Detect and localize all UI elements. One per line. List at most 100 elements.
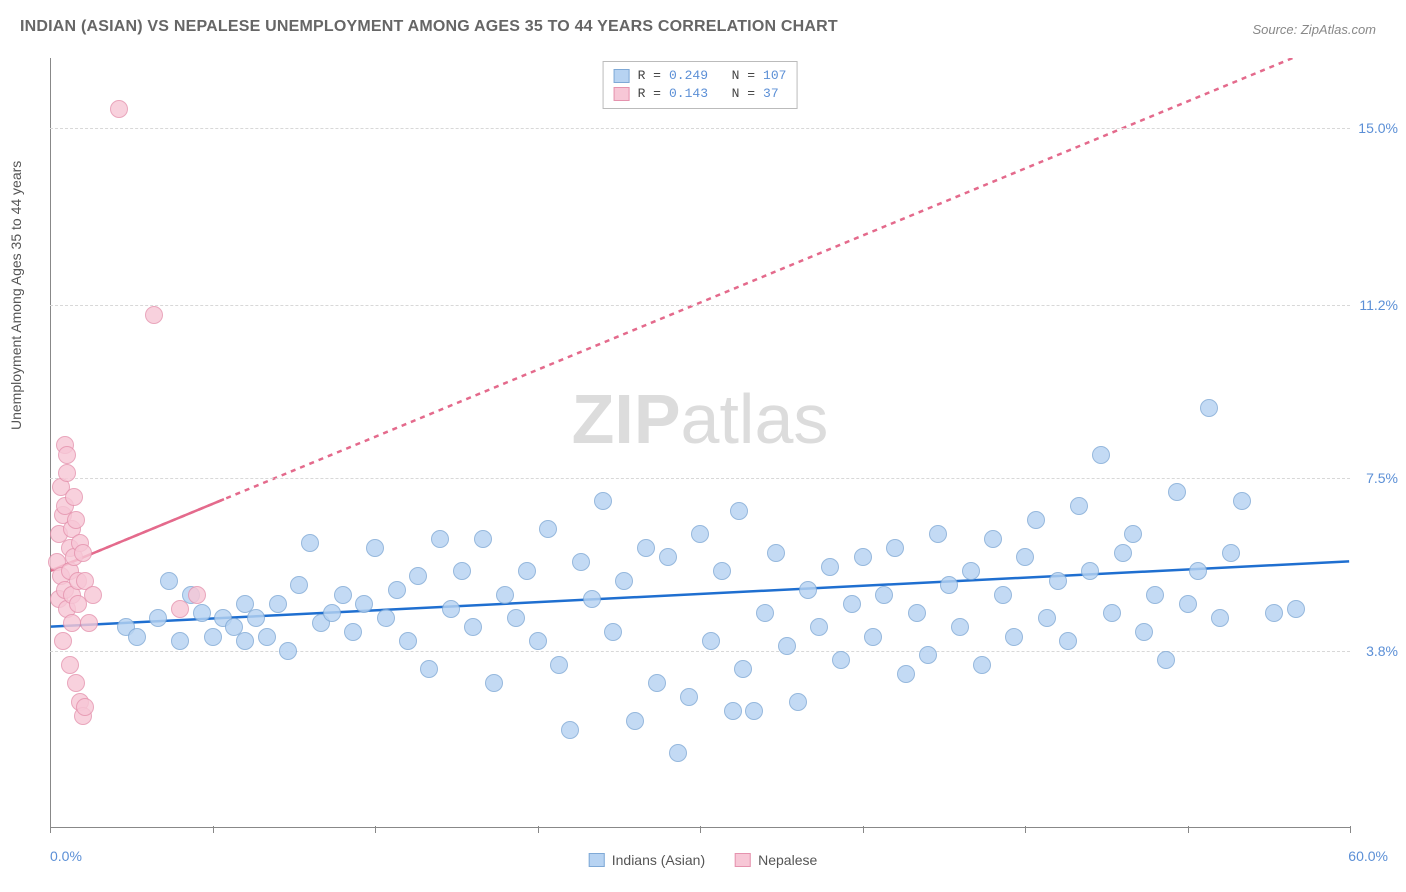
data-point [76, 698, 94, 716]
data-point [388, 581, 406, 599]
data-point [886, 539, 904, 557]
data-point [734, 660, 752, 678]
data-point [247, 609, 265, 627]
x-tick [213, 826, 214, 833]
legend-n-value: 107 [763, 67, 786, 85]
data-point [485, 674, 503, 692]
data-point [258, 628, 276, 646]
data-point [518, 562, 536, 580]
x-tick [1025, 826, 1026, 833]
data-point [67, 511, 85, 529]
data-point [1114, 544, 1132, 562]
data-point [409, 567, 427, 585]
data-point [1189, 562, 1207, 580]
legend-swatch [735, 853, 751, 867]
data-point [691, 525, 709, 543]
data-point [919, 646, 937, 664]
data-point [1005, 628, 1023, 646]
gridline [50, 478, 1350, 479]
y-tick-label: 3.8% [1366, 643, 1398, 659]
data-point [1135, 623, 1153, 641]
trendline [51, 58, 1349, 571]
data-point [420, 660, 438, 678]
data-point [962, 562, 980, 580]
series-legend-item: Indians (Asian) [589, 852, 705, 868]
data-point [799, 581, 817, 599]
data-point [1168, 483, 1186, 501]
data-point [1027, 511, 1045, 529]
data-point [843, 595, 861, 613]
data-point [84, 586, 102, 604]
data-point [366, 539, 384, 557]
data-point [110, 100, 128, 118]
data-point [58, 464, 76, 482]
legend-n-label: N = [716, 85, 755, 103]
legend-r-label: R = [638, 67, 661, 85]
data-point [279, 642, 297, 660]
data-point [951, 618, 969, 636]
data-point [269, 595, 287, 613]
data-point [67, 674, 85, 692]
data-point [236, 632, 254, 650]
legend-r-value: 0.249 [669, 67, 708, 85]
data-point [973, 656, 991, 674]
gridline [50, 651, 1350, 652]
data-point [377, 609, 395, 627]
data-point [74, 544, 92, 562]
data-point [171, 600, 189, 618]
data-point [940, 576, 958, 594]
data-point [539, 520, 557, 538]
data-point [821, 558, 839, 576]
data-point [431, 530, 449, 548]
data-point [1038, 609, 1056, 627]
data-point [1146, 586, 1164, 604]
legend-swatch [589, 853, 605, 867]
data-point [1016, 548, 1034, 566]
data-point [637, 539, 655, 557]
data-point [875, 586, 893, 604]
data-point [54, 632, 72, 650]
data-point [778, 637, 796, 655]
data-point [128, 628, 146, 646]
data-point [897, 665, 915, 683]
x-axis-max-label: 60.0% [1348, 848, 1388, 864]
data-point [713, 562, 731, 580]
data-point [61, 656, 79, 674]
data-point [149, 609, 167, 627]
legend-r-value: 0.143 [669, 85, 708, 103]
data-point [594, 492, 612, 510]
data-point [680, 688, 698, 706]
data-point [496, 586, 514, 604]
data-point [745, 702, 763, 720]
data-point [507, 609, 525, 627]
y-tick-label: 15.0% [1358, 120, 1398, 136]
data-point [1265, 604, 1283, 622]
x-tick [863, 826, 864, 833]
data-point [756, 604, 774, 622]
x-axis-min-label: 0.0% [50, 848, 82, 864]
data-point [1157, 651, 1175, 669]
data-point [1059, 632, 1077, 650]
chart-container: INDIAN (ASIAN) VS NEPALESE UNEMPLOYMENT … [0, 0, 1406, 892]
data-point [1222, 544, 1240, 562]
data-point [984, 530, 1002, 548]
data-point [58, 446, 76, 464]
data-point [80, 614, 98, 632]
data-point [648, 674, 666, 692]
legend-n-label: N = [716, 67, 755, 85]
data-point [1179, 595, 1197, 613]
data-point [572, 553, 590, 571]
data-point [659, 548, 677, 566]
data-point [1070, 497, 1088, 515]
x-tick [1188, 826, 1189, 833]
data-point [908, 604, 926, 622]
data-point [864, 628, 882, 646]
data-point [334, 586, 352, 604]
chart-title: INDIAN (ASIAN) VS NEPALESE UNEMPLOYMENT … [20, 18, 838, 36]
correlation-legend-row: R = 0.249 N = 107 [614, 67, 787, 85]
data-point [1049, 572, 1067, 590]
data-point [1092, 446, 1110, 464]
source-label: Source: ZipAtlas.com [1252, 22, 1376, 37]
legend-swatch [614, 69, 630, 83]
data-point [767, 544, 785, 562]
